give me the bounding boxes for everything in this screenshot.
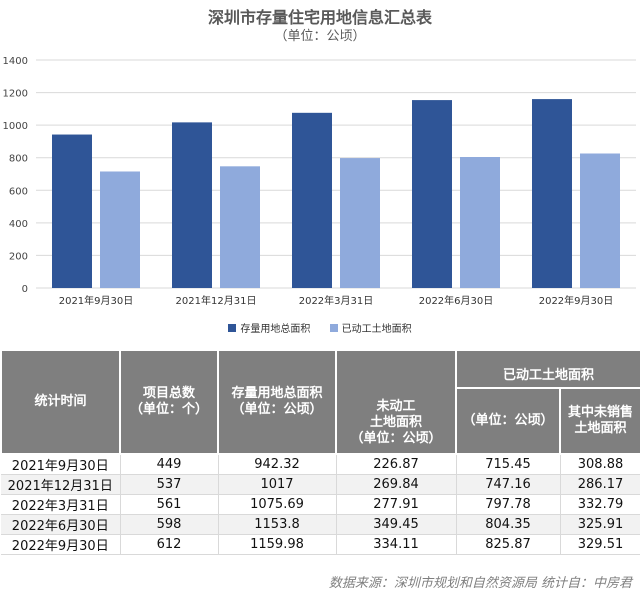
chart-title: 深圳市存量住宅用地信息汇总表 (207, 8, 432, 27)
source-note: 数据来源：深圳市规划和自然资源局 统计自：中房君 (328, 576, 632, 591)
legend-swatch-total (228, 323, 237, 332)
cell-total: 1075.69 (218, 494, 337, 515)
cell-started: 825.87 (456, 534, 561, 555)
x-tick-label: 2021年12月31日 (176, 294, 257, 307)
header-unsold: 其中未销售 土地面积 (558, 387, 640, 455)
legend-item-started: 已动工土地面积 (329, 320, 412, 335)
bar-chart: 0 200 400 600 800 1000 1200 1400 2021年9月30日 2021年… (3, 56, 636, 307)
bar-total (172, 122, 212, 288)
bar-total (52, 134, 92, 288)
table-row: 2021年12月31日 537 1017 269.84 747.16 286.17 (1, 474, 640, 495)
cell-started: 715.45 (456, 454, 561, 475)
cell-total: 1017 (218, 474, 337, 495)
cell-time: 2021年12月31日 (1, 474, 121, 495)
legend-label-started: 已动工土地面积 (341, 324, 412, 335)
chart-legend: 存量用地总面积 已动工土地面积 (0, 320, 640, 335)
cell-time: 2022年9月30日 (1, 534, 121, 555)
header-time: 统计时间 (0, 349, 121, 455)
cell-total: 942.32 (218, 454, 337, 475)
y-tick-label: 200 (9, 251, 28, 262)
bar-total (412, 100, 452, 288)
cell-count: 449 (120, 454, 219, 475)
cell-unsold: 325.91 (560, 514, 640, 535)
cell-count: 598 (120, 514, 219, 535)
cell-time: 2022年3月31日 (1, 494, 121, 515)
x-tick-label: 2021年9月30日 (59, 294, 134, 307)
y-tick-label: 1200 (3, 89, 28, 100)
y-tick-label: 400 (9, 219, 28, 230)
legend-swatch-started (329, 323, 338, 332)
bar-total (292, 112, 332, 289)
y-tick-label: 1000 (3, 121, 28, 132)
cell-count: 537 (120, 474, 219, 495)
bar-total (532, 99, 572, 288)
bar-started (460, 157, 500, 288)
cell-not-started: 277.91 (336, 494, 457, 515)
header-started-group: 已动工土地面积 (454, 349, 640, 389)
cell-count: 561 (120, 494, 219, 515)
bar-started (220, 166, 260, 288)
cell-started: 804.35 (456, 514, 561, 535)
cell-time: 2022年6月30日 (1, 514, 121, 535)
cell-not-started: 269.84 (336, 474, 457, 495)
header-not-started: 未动工 土地面积 （单位：公顷） (335, 349, 457, 455)
header-count: 项目总数 （单位：个） (119, 349, 219, 455)
x-tick-label: 2022年6月30日 (419, 294, 494, 307)
table-row: 2022年3月31日 561 1075.69 277.91 797.78 332.79 (1, 494, 640, 515)
cell-total: 1159.98 (218, 534, 337, 555)
cell-unsold: 332.79 (560, 494, 640, 515)
table-row: 2022年9月30日 612 1159.98 334.11 825.87 329.51 (1, 534, 640, 555)
bar-started (580, 153, 620, 288)
table-row: 2021年9月30日 449 942.32 226.87 715.45 308.88 (1, 454, 640, 475)
legend-label-total: 存量用地总面积 (240, 324, 311, 335)
cell-not-started: 349.45 (336, 514, 457, 535)
chart-subtitle: （单位：公顷） (274, 29, 366, 44)
y-tick-label: 1400 (3, 56, 28, 67)
y-tick-label: 0 (22, 284, 28, 295)
bar-started (100, 171, 140, 288)
cell-unsold: 329.51 (560, 534, 640, 555)
cell-not-started: 226.87 (336, 454, 457, 475)
cell-count: 612 (120, 534, 219, 555)
x-tick-label: 2022年3月31日 (299, 294, 374, 307)
cell-unsold: 286.17 (560, 474, 640, 495)
header-total: 存量用地总面积 （单位：公顷） (217, 349, 337, 455)
cell-unsold: 308.88 (560, 454, 640, 475)
cell-total: 1153.8 (218, 514, 337, 535)
cell-time: 2021年9月30日 (1, 454, 121, 475)
cell-started: 747.16 (456, 474, 561, 495)
legend-item-total: 存量用地总面积 (228, 320, 310, 335)
bar-started (340, 158, 380, 288)
data-table: 统计时间 项目总数 （单位：个） 存量用地总面积 （单位：公顷） 未动工 土地面积 （单… (0, 349, 640, 555)
cell-not-started: 334.11 (336, 534, 457, 555)
table-row: 2022年6月30日 598 1153.8 349.45 804.35 325.91 (1, 514, 640, 535)
header-started-unit: （单位：公顷） (455, 387, 561, 455)
y-tick-label: 600 (9, 186, 28, 197)
x-tick-label: 2022年9月30日 (539, 294, 614, 307)
cell-started: 797.78 (456, 494, 561, 515)
table-body: 2021年9月30日 449 942.32 226.87 715.45 308.88 202… (1, 454, 640, 555)
y-tick-label: 800 (9, 154, 28, 165)
